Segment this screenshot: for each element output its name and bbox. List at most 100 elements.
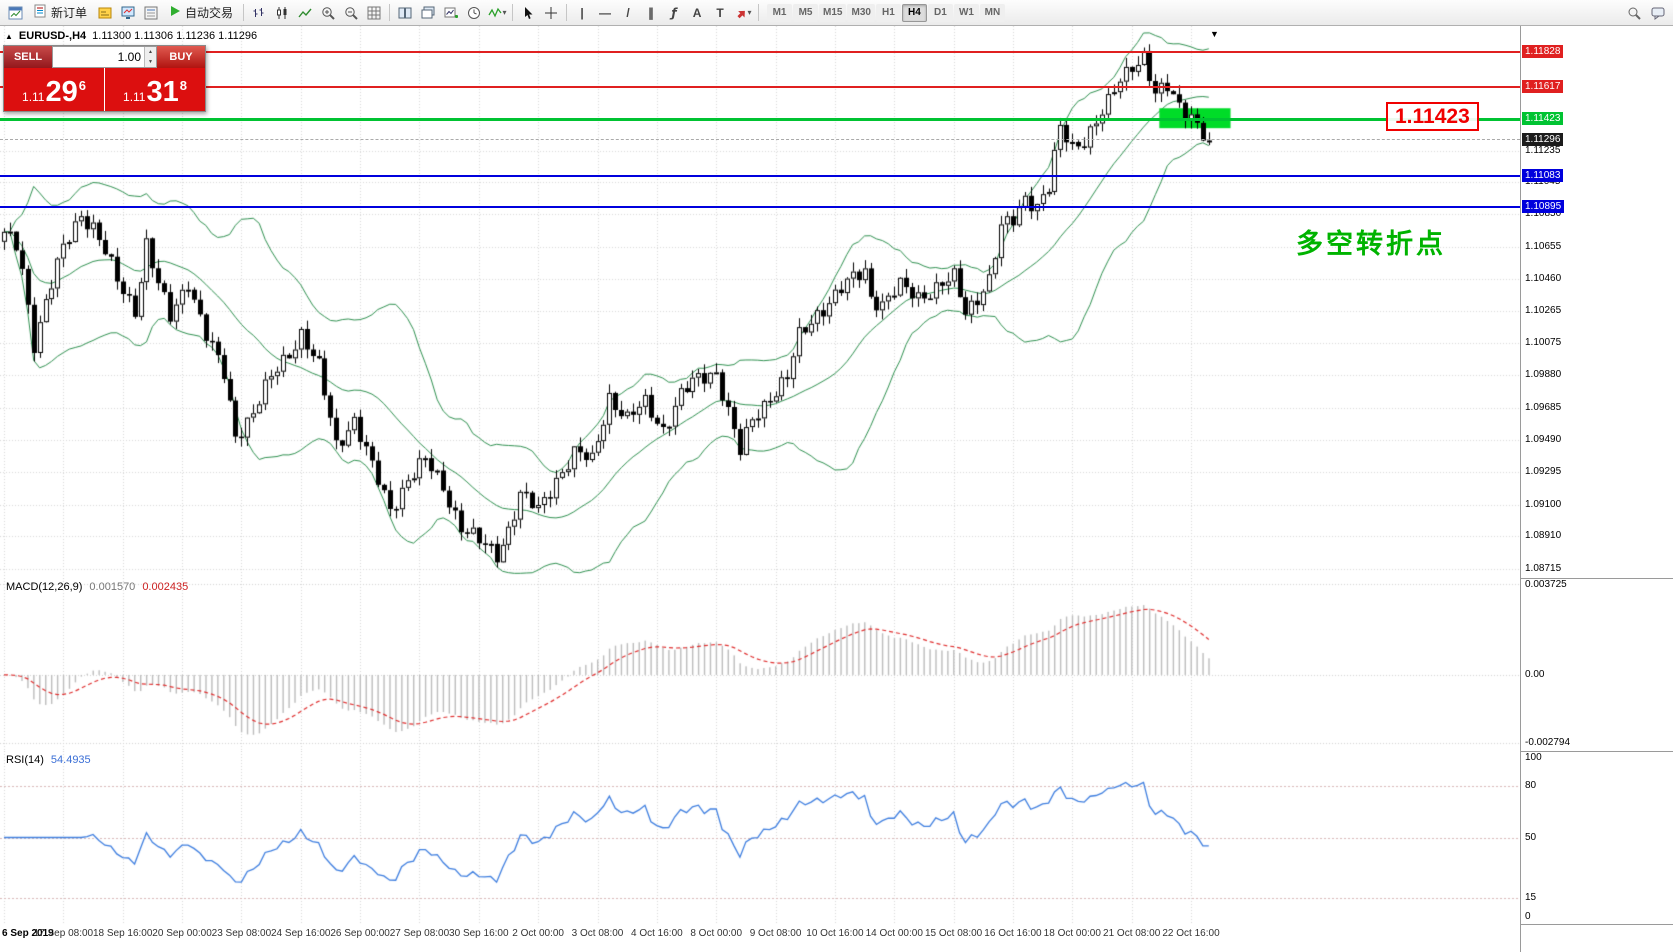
timeframe-button-h4[interactable]: H4: [901, 3, 927, 22]
trade-panel-top-row: SELL 1.00 ▲ ▼ BUY: [4, 46, 205, 68]
chevron-down-icon: ▾: [502, 8, 507, 17]
line-chart-icon[interactable]: [294, 3, 316, 23]
time-axis-label: 15 Oct 08:00: [924, 928, 983, 939]
volume-stepper: ▲ ▼: [144, 47, 156, 67]
time-axis-label: 4 Oct 16:00: [630, 928, 683, 939]
buy-button[interactable]: BUY: [157, 46, 205, 68]
toolbar-separator: [758, 4, 760, 21]
toolbar-separator: [512, 4, 514, 21]
chart-ohlc-values: 1.11300 1.11306 1.11236 1.11296: [92, 30, 258, 42]
bid-price-button[interactable]: 1.11 29 6: [4, 68, 104, 111]
price-axis-label: 1.10850: [1525, 208, 1562, 220]
rsi-canvas[interactable]: [0, 751, 1520, 924]
bar-chart-icon[interactable]: [248, 3, 270, 23]
one-click-trade-panel: SELL 1.00 ▲ ▼ BUY 1.11 29 6: [3, 45, 206, 112]
time-axis-label: 20 Sep 00:00: [152, 928, 212, 939]
time-axis-label: 26 Sep 00:00: [330, 928, 390, 939]
market-watch-icon[interactable]: [117, 3, 139, 23]
data-window-icon[interactable]: [140, 3, 162, 23]
channel-icon[interactable]: ∥: [648, 5, 655, 20]
price-level-line-blue[interactable]: [0, 174, 1520, 177]
indicators-icon[interactable]: ▾: [486, 3, 508, 23]
volume-down-icon[interactable]: ▼: [145, 57, 156, 67]
main-chart-pane: ▲ EURUSD-,H4 1.11300 1.11306 1.11236 1.1…: [0, 26, 1520, 578]
timeframe-button-d1[interactable]: D1: [927, 3, 953, 22]
volume-up-icon[interactable]: ▲: [145, 47, 156, 57]
tile-windows-icon[interactable]: [394, 3, 416, 23]
macd-value-main: 0.001570: [89, 581, 136, 593]
zoom-out-icon[interactable]: [340, 3, 362, 23]
hline-icon[interactable]: —: [599, 5, 612, 20]
price-level-line-green[interactable]: [0, 118, 1520, 122]
time-axis-label: 16 Oct 16:00: [984, 928, 1042, 939]
profile-icon[interactable]: [94, 3, 116, 23]
price-level-line-red[interactable]: [0, 86, 1520, 89]
pane-separator: [1521, 578, 1673, 579]
price-level-line-red[interactable]: [0, 51, 1520, 54]
macd-pane: MACD(12,26,9) 0.001570 0.002435: [0, 578, 1520, 751]
rsi-pane: RSI(14) 54.4935: [0, 751, 1520, 924]
note-text-annotation[interactable]: 多空转折点: [1296, 229, 1446, 259]
price-axis-label: 1.10075: [1525, 336, 1562, 348]
main-chart-canvas[interactable]: [0, 26, 1520, 578]
toolbar-separator: [566, 4, 568, 21]
timeframe-button-m1[interactable]: M1: [767, 3, 793, 22]
price-level-line-blue[interactable]: [0, 205, 1520, 208]
zoom-in-icon[interactable]: [317, 3, 339, 23]
auto-trading-button[interactable]: 自动交易: [163, 3, 239, 23]
new-order-label: 新订单: [51, 6, 88, 20]
label-icon[interactable]: T: [716, 5, 724, 20]
time-axis-label: 3 Oct 08:00: [571, 928, 624, 939]
time-axis-label: 21 Oct 08:00: [1103, 928, 1161, 939]
timeframe-button-mn[interactable]: MN: [979, 3, 1005, 22]
price-axis-label: 1.09100: [1525, 498, 1562, 510]
chat-icon[interactable]: [1647, 3, 1669, 23]
fibonacci-icon[interactable]: ƒ: [671, 5, 677, 20]
time-axis-label: 10 Oct 16:00: [806, 928, 864, 939]
time-axis-label: 9 Oct 08:00: [749, 928, 802, 939]
rsi-axis-label: 50: [1525, 831, 1537, 843]
auto-trading-icon: [169, 5, 181, 20]
price-level-line-bid[interactable]: [0, 139, 1520, 141]
macd-title: MACD(12,26,9) 0.001570 0.002435: [6, 581, 188, 593]
price-axis-column[interactable]: 1.112351.110451.108501.106551.104601.102…: [1520, 26, 1673, 952]
text-icon[interactable]: A: [692, 5, 702, 20]
time-axis[interactable]: 6 Sep 2019 17 Sep 08:00 18 Sep 16:00 20 Sep…: [0, 924, 1520, 952]
price-axis-label: 1.10655: [1525, 240, 1562, 252]
new-order-button[interactable]: 新订单: [27, 3, 93, 23]
clock-icon[interactable]: [463, 3, 485, 23]
trendline-icon[interactable]: /: [626, 5, 630, 20]
cascade-windows-icon[interactable]: [417, 3, 439, 23]
grid-icon[interactable]: [363, 3, 385, 23]
macd-axis-label: 0.003725: [1525, 579, 1567, 590]
volume-value[interactable]: 1.00: [117, 50, 141, 64]
toolbar-separator: [389, 4, 391, 21]
rsi-value: 54.4935: [50, 754, 91, 766]
time-axis-label: 2 Oct 00:00: [512, 928, 564, 939]
timeframe-button-m5[interactable]: M5: [793, 3, 819, 22]
timeframe-button-h1[interactable]: H1: [875, 3, 901, 22]
timeframe-button-w1[interactable]: W1: [953, 3, 979, 22]
price-level-tag: 1.10895: [1522, 199, 1565, 213]
macd-canvas[interactable]: [0, 578, 1520, 751]
price-axis-label: 1.10460: [1525, 273, 1562, 285]
rsi-title: RSI(14) 54.4935: [6, 754, 91, 766]
arrows-icon[interactable]: ▾: [732, 3, 754, 23]
trade-panel-price-row: 1.11 29 6 1.11 31 8: [4, 68, 205, 111]
ask-price-button[interactable]: 1.11 31 8: [105, 68, 205, 111]
crosshair-icon[interactable]: [540, 3, 562, 23]
new-order-icon: [33, 4, 47, 21]
chart-shift-marker-icon[interactable]: ▼: [1210, 29, 1219, 39]
candlestick-chart-icon[interactable]: [271, 3, 293, 23]
sell-button[interactable]: SELL: [4, 46, 52, 68]
price-text-annotation[interactable]: 1.11423: [1386, 102, 1479, 131]
symbol-marker-icon: ▲: [5, 31, 13, 41]
timeframe-button-m30[interactable]: M30: [847, 3, 875, 22]
timeframe-button-m15[interactable]: M15: [819, 3, 847, 22]
cursor-icon[interactable]: [517, 3, 539, 23]
search-icon[interactable]: [1623, 3, 1645, 23]
volume-field[interactable]: 1.00 ▲ ▼: [52, 46, 157, 68]
new-window-icon[interactable]: [4, 3, 26, 23]
new-chart-icon[interactable]: [440, 3, 462, 23]
vline-icon[interactable]: |: [580, 5, 584, 20]
